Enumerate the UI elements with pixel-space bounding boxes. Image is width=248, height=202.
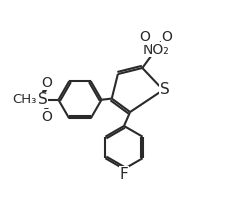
Text: O: O	[161, 30, 172, 44]
Text: O: O	[41, 110, 52, 124]
Text: O: O	[41, 76, 52, 90]
Text: O: O	[139, 30, 150, 44]
Text: S: S	[160, 82, 170, 98]
Text: NO₂: NO₂	[142, 43, 169, 57]
Text: S: S	[38, 92, 47, 107]
Text: CH₃: CH₃	[13, 93, 37, 106]
Text: F: F	[120, 167, 128, 182]
